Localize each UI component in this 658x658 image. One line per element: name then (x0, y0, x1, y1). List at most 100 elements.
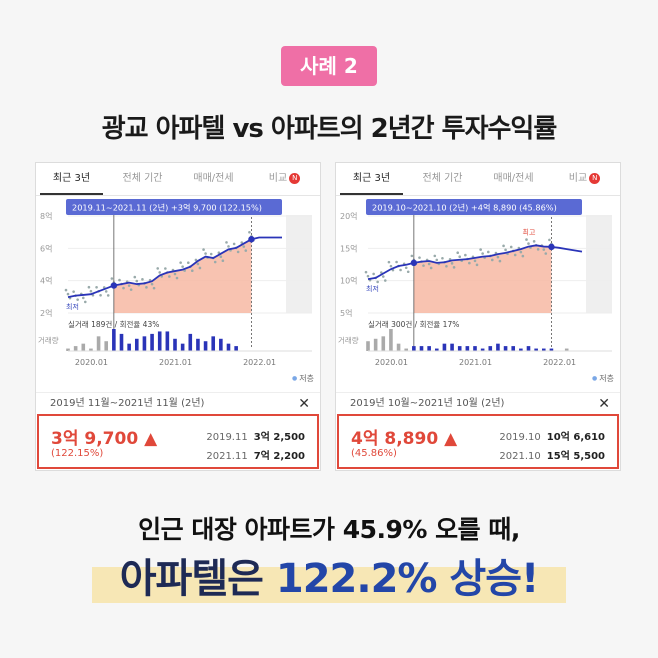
deal-point (433, 254, 437, 258)
deal-point (198, 266, 202, 270)
deal-point (66, 292, 70, 296)
deal-point (181, 265, 184, 268)
tab-recent-3y[interactable]: 최근 3년 (36, 163, 107, 195)
deal-point (481, 252, 484, 255)
close-icon[interactable]: ✕ (298, 396, 310, 412)
volume-bar (389, 329, 393, 351)
deal-point (422, 264, 425, 267)
period-bar: 2019년 10월~2021년 10월 (2년) ✕ (336, 392, 620, 414)
deal-point (513, 253, 517, 257)
volume-bar (134, 338, 139, 351)
tab-compare[interactable]: 비교 N (249, 163, 320, 195)
deal-point (479, 248, 482, 251)
deal-point (248, 230, 251, 234)
price-line (367, 244, 583, 281)
close-icon[interactable]: ✕ (598, 396, 610, 412)
tooltip-text: 2019.10~2021.10 (2년) +4억 8,890 (45.86%) (372, 203, 557, 213)
deal-point (445, 264, 448, 268)
deal-point (164, 267, 167, 270)
deal-point (452, 266, 456, 269)
start-price-row: 2019.10 10억 6,610 (499, 432, 605, 443)
deal-point (81, 296, 85, 300)
deal-point (244, 249, 248, 252)
deal-point (64, 288, 68, 292)
deal-point (76, 298, 79, 301)
volume-bar (173, 338, 177, 351)
low-label: 최저 (366, 284, 379, 293)
deal-point (383, 279, 387, 282)
deal-point (504, 248, 507, 252)
apartment-price-panel: 최근 3년 전체 기간 매매/전세 비교 N 20억 15억 10억 5억 최저 최고 201… (335, 162, 621, 471)
headline: 아파텔은 122.2% 상승! (119, 556, 540, 602)
deal-point (429, 266, 433, 270)
volume-bar (450, 343, 454, 351)
volume-bar (119, 333, 124, 351)
return-area (113, 239, 252, 313)
deal-point (213, 260, 217, 264)
deal-point (366, 274, 370, 278)
legend-low-floor: 저층 (592, 373, 614, 384)
volume-bar (150, 333, 154, 351)
gain-amount: 4억 8,890 ▲ (351, 429, 458, 449)
deal-point (202, 248, 205, 251)
deal-point (219, 255, 223, 259)
tab-recent-3y[interactable]: 최근 3년 (336, 163, 407, 195)
deal-point (209, 252, 213, 256)
volume-bar (541, 348, 546, 351)
deal-point (158, 271, 162, 274)
deal-point (194, 258, 198, 262)
period-tabs: 최근 3년 전체 기간 매매/전세 비교 N (336, 163, 620, 195)
end-price-row: 2021.10 15억 5,500 (499, 451, 605, 462)
deal-point (129, 288, 133, 291)
tooltip-box (366, 199, 582, 215)
volume-bar (534, 348, 538, 351)
y-tick-label: 8억 (40, 211, 52, 221)
deal-point (536, 248, 540, 251)
deal-point (410, 254, 414, 258)
end-point (548, 243, 555, 251)
x-tick-label: 2021.01 (459, 358, 492, 367)
tab-compare[interactable]: 비교 N (549, 163, 620, 195)
deal-point (458, 255, 462, 259)
volume-bar (104, 341, 109, 351)
deal-point (525, 238, 528, 241)
deal-point (236, 250, 240, 254)
deal-point (456, 251, 460, 255)
tab-sale-lease[interactable]: 매매/전세 (493, 173, 534, 184)
end-point (248, 236, 255, 243)
deal-point (406, 270, 410, 274)
price-chart[interactable]: 8억 6억 4억 2억 최저 2019.11~2021.11 (2년) +3억 9,700… (36, 197, 322, 387)
tab-sale-lease[interactable]: 매매/전세 (193, 173, 234, 184)
deal-point (204, 252, 207, 255)
volume-axis-label: 거래량 (338, 336, 359, 345)
volume-bar (519, 348, 523, 351)
deal-count-label: 실거래 189건 / 회전율 43% (68, 319, 159, 329)
deal-point (72, 290, 75, 293)
y-tick-label: 5억 (340, 308, 352, 318)
deal-point (544, 252, 548, 255)
price-chart[interactable]: 20억 15억 10억 5억 최저 최고 2019.10~2021.10 (2년) +4억 … (336, 197, 622, 387)
deal-point (196, 262, 200, 266)
legend-low-floor: 저층 (292, 373, 314, 384)
gain-amount: 3억 9,700 ▲ (51, 429, 158, 449)
tab-all-period[interactable]: 전체 기간 (422, 173, 463, 184)
deal-point (179, 261, 182, 264)
deal-point (435, 258, 439, 262)
deal-point (498, 259, 502, 263)
deal-point (135, 279, 139, 283)
tab-all-period[interactable]: 전체 기간 (122, 173, 163, 184)
deal-point (173, 272, 177, 276)
y-tick-label: 6억 (40, 243, 52, 253)
volume-bar (549, 348, 554, 351)
deal-point (89, 289, 93, 293)
volume-bar (511, 346, 516, 351)
deal-point (399, 268, 402, 272)
x-tick-label: 2022.01 (243, 358, 276, 367)
gain-percent: (45.86%) (351, 448, 397, 459)
deal-point (404, 266, 408, 270)
apartel-price-panel: 최근 3년 전체 기간 매매/전세 비교 N 8억 6억 4억 2억 최저 2019.11~… (35, 162, 321, 471)
volume-bar (127, 343, 131, 351)
volume-bar (96, 336, 101, 351)
volume-bar (465, 346, 470, 351)
volume-bar (373, 338, 378, 351)
